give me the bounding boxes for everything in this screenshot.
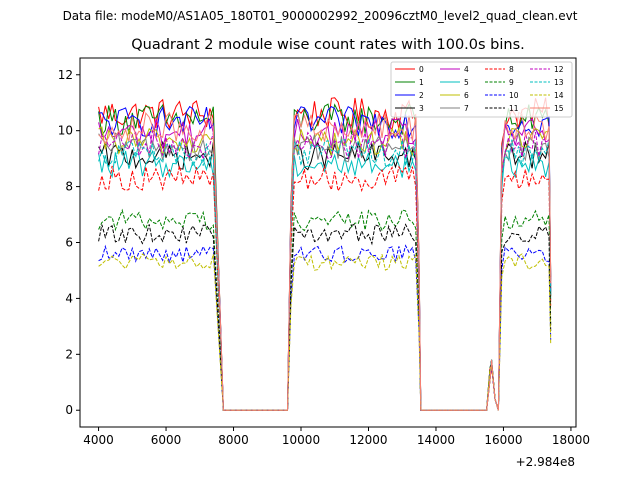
- series-line-11: [98, 223, 552, 411]
- figure-suptitle: Data file: modeM0/AS1A05_180T01_90000029…: [63, 9, 578, 23]
- x-offset-label: +2.984e8: [516, 455, 575, 469]
- legend-label: 12: [554, 65, 564, 74]
- series-layer: [98, 97, 552, 411]
- legend-label: 5: [464, 78, 469, 87]
- y-axis: 0 2 4 6 8 10 12: [58, 68, 80, 417]
- legend-label: 6: [464, 91, 469, 100]
- legend-label: 8: [509, 65, 514, 74]
- legend-label: 15: [554, 104, 564, 113]
- legend-label: 2: [419, 91, 424, 100]
- y-tick-label: 6: [65, 236, 73, 250]
- series-line-4: [98, 117, 552, 411]
- legend-label: 1: [419, 78, 424, 87]
- x-tick-label: 4000: [83, 433, 114, 447]
- series-line-9: [98, 208, 552, 411]
- legend-label: 7: [464, 104, 469, 113]
- chart-title: Quadrant 2 module wise count rates with …: [131, 37, 525, 53]
- series-line-13: [98, 138, 552, 411]
- x-tick-label: 14000: [417, 433, 455, 447]
- y-tick-label: 8: [65, 180, 73, 194]
- legend-label: 3: [419, 104, 424, 113]
- x-tick-label: 8000: [218, 433, 249, 447]
- y-tick-label: 12: [58, 68, 73, 82]
- legend-label: 9: [509, 78, 514, 87]
- x-tick-label: 10000: [282, 433, 320, 447]
- x-tick-label: 18000: [552, 433, 590, 447]
- legend-label: 4: [464, 65, 469, 74]
- legend-label: 10: [509, 91, 519, 100]
- series-line-12: [98, 129, 552, 411]
- y-tick-label: 4: [65, 291, 73, 305]
- x-tick-label: 12000: [349, 433, 387, 447]
- legend-label: 11: [509, 104, 519, 113]
- legend-label: 0: [419, 65, 424, 74]
- series-line-8: [98, 165, 552, 411]
- series-line-15: [98, 111, 552, 411]
- series-line-5: [98, 149, 552, 411]
- y-tick-label: 0: [65, 403, 73, 417]
- y-tick-label: 10: [58, 124, 73, 138]
- series-line-14: [98, 253, 552, 411]
- y-tick-label: 2: [65, 347, 73, 361]
- legend-label: 13: [554, 78, 564, 87]
- x-tick-label: 6000: [151, 433, 182, 447]
- series-line-10: [98, 244, 552, 411]
- x-axis: 4000 6000 8000 10000 12000 14000 16000 18000: [83, 427, 590, 447]
- series-line-3: [98, 140, 552, 411]
- x-tick-label: 16000: [484, 433, 522, 447]
- legend-frame: [390, 61, 573, 118]
- legend-label: 14: [554, 91, 564, 100]
